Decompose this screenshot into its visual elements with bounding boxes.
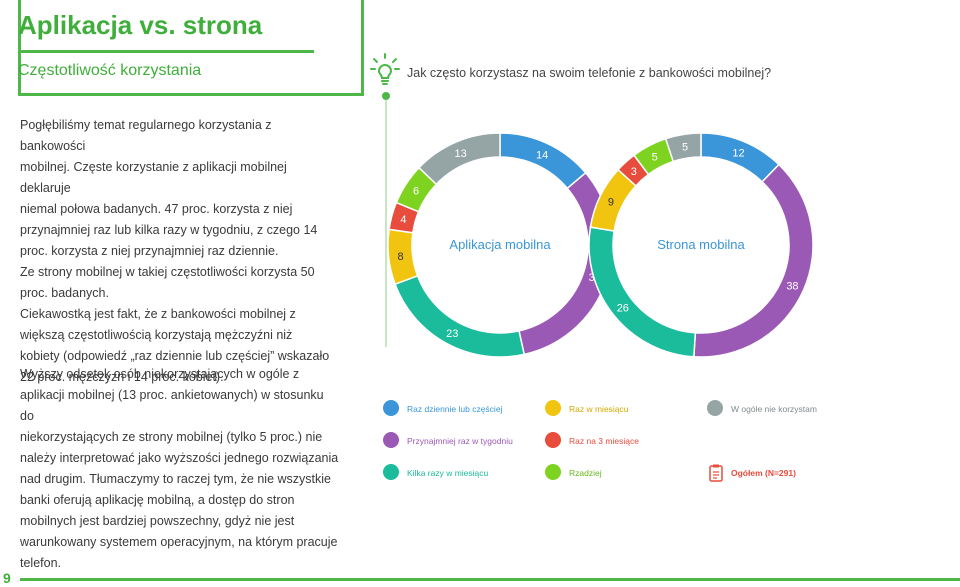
donut-value-label: 12	[732, 147, 744, 159]
paragraph-line: niekorzystających ze strony mobilnej (ty…	[20, 430, 323, 444]
paragraph-line: proc. badanych.	[20, 286, 109, 300]
legend-swatch-monthly	[545, 400, 561, 416]
legend-label-monthly: Raz w miesiącu	[569, 404, 629, 414]
legend: Raz dziennie lub częściej Raz w miesiącu…	[383, 400, 943, 490]
paragraph-line: większą częstotliwością korzystają mężcz…	[20, 328, 293, 342]
footer-divider	[20, 578, 960, 581]
donut-value-label: 6	[413, 186, 419, 198]
donut-slice-web-6	[664, 132, 702, 163]
legend-swatch-weekly	[383, 432, 399, 448]
page-subtitle: Częstotliwość korzystania	[18, 62, 202, 79]
page-title: Aplikacja vs. strona	[18, 10, 263, 40]
donut-value-label: 5	[682, 141, 688, 153]
legend-label-weekly: Przynajmniej raz w tygodniu	[407, 436, 513, 446]
legend-swatch-quarterly	[545, 432, 561, 448]
timeline-line	[385, 97, 387, 347]
donut-value-label: 13	[455, 148, 467, 160]
legend-swatch-daily	[383, 400, 399, 416]
paragraph-line: 22 proc. mężczyzn i 14 proc. kobiet).	[20, 370, 224, 384]
donut-value-label: 14	[536, 149, 548, 161]
legend-swatch-few-monthly	[383, 464, 399, 480]
clipboard-icon	[709, 464, 723, 482]
paragraph-line: warunkowany systemem operacyjnym, na któ…	[20, 535, 338, 549]
legend-label-few-monthly: Kilka razy w miesiącu	[407, 468, 489, 478]
paragraph-line: mobilnej. Częste korzystanie z aplikacji…	[20, 160, 287, 195]
survey-question: Jak często korzystasz na swoim telefonie…	[407, 66, 772, 80]
donut-title-web: Strona mobilna	[657, 237, 745, 252]
donut-title-app: Aplikacja mobilna	[449, 237, 551, 252]
paragraph-2: Wyższy odsetek osób niekorzystających w …	[20, 364, 340, 574]
paragraph-line: nad drugim. Tłumaczymy to raczej tym, że…	[20, 472, 331, 486]
page-number: 9	[3, 570, 11, 586]
donut-value-label: 9	[608, 197, 614, 209]
donut-value-label: 5	[652, 151, 658, 163]
paragraph-line: należy interpretować jako wyższości jedn…	[20, 451, 339, 465]
donut-charts: 14332384613Aplikacja mobilna1238269355St…	[387, 132, 814, 358]
donut-slice-app-6	[417, 132, 501, 186]
paragraph-line: Ze strony mobilnej w takiej częstotliwoś…	[20, 265, 315, 279]
legend-label-never: W ogóle nie korzystam	[731, 404, 817, 414]
donut-value-label: 23	[446, 328, 458, 340]
donut-value-label: 4	[400, 214, 406, 226]
legend-label-quarterly: Raz na 3 miesiące	[569, 436, 639, 446]
legend-label-daily: Raz dziennie lub częściej	[407, 404, 503, 414]
donut-value-label: 3	[631, 166, 637, 178]
legend-total: Ogółem (N=291)	[731, 468, 796, 478]
paragraph-line: Pogłębiliśmy temat regularnego korzystan…	[20, 118, 272, 153]
donut-slice-app-2	[394, 274, 526, 358]
donut-value-label: 38	[786, 280, 798, 292]
paragraph-1: Pogłębiliśmy temat regularnego korzystan…	[20, 115, 340, 388]
donut-slice-web-1	[693, 163, 814, 358]
paragraph-line: kobiety (odpowiedź „raz dziennie lub czę…	[20, 349, 330, 363]
paragraph-line: telefon.	[20, 556, 62, 570]
legend-swatch-never	[707, 400, 723, 416]
paragraph-line: przynajmniej raz lub kilka razy w tygodn…	[20, 223, 318, 237]
legend-swatch-rarely	[545, 464, 561, 480]
paragraph-line: aplikacji mobilnej (13 proc. ankietowany…	[20, 388, 324, 423]
timeline-dot	[382, 92, 390, 100]
header-box	[18, 0, 364, 96]
paragraph-line: proc. korzysta z niej przynajmniej raz d…	[20, 244, 279, 258]
donut-value-label: 26	[617, 302, 629, 314]
lightbulb-icon	[370, 53, 400, 85]
title-divider	[18, 50, 314, 53]
paragraph-line: niemal połowa badanych. 47 proc. korzyst…	[20, 202, 293, 216]
paragraph-line: Ciekawostką jest fakt, że z bankowości m…	[20, 307, 296, 321]
paragraph-line: mobilnych jest bardziej powszechny, gdyż…	[20, 514, 295, 528]
paragraph-line: banki oferują aplikację mobilną, a dostę…	[20, 493, 295, 507]
paragraph-line: Wyższy odsetek osób niekorzystających w …	[20, 367, 300, 381]
legend-label-rarely: Rzadziej	[569, 468, 602, 478]
donut-value-label: 8	[398, 251, 404, 263]
